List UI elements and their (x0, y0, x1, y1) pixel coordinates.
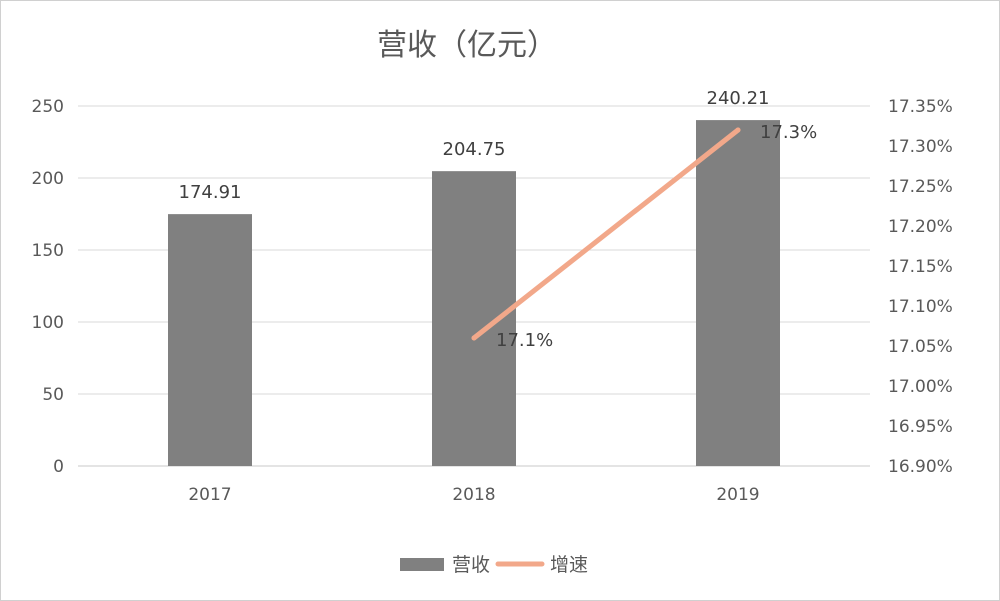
y-left-tick-label: 50 (42, 385, 64, 405)
legend-label: 增速 (550, 554, 588, 576)
y-right-tick-label: 17.10% (888, 297, 953, 317)
y-right-tick-label: 17.30% (888, 137, 953, 157)
x-tick-label: 2019 (716, 485, 759, 505)
line-data-label: 17.3% (760, 122, 817, 143)
bar-data-label: 204.75 (443, 139, 506, 160)
y-left-tick-label: 100 (32, 313, 64, 333)
growth-point (471, 335, 477, 341)
x-tick-label: 2017 (188, 485, 231, 505)
bar (432, 171, 516, 466)
growth-point (735, 127, 741, 133)
legend-label: 营收 (452, 554, 490, 576)
bar-data-label: 174.91 (179, 182, 242, 203)
y-right-tick-label: 17.00% (888, 377, 953, 397)
y-right-tick-label: 16.95% (888, 417, 953, 437)
y-right-tick-label: 17.35% (888, 97, 953, 117)
x-tick-label: 2018 (452, 485, 495, 505)
y-left-tick-label: 0 (53, 457, 64, 477)
legend-swatch-bar (400, 558, 444, 571)
y-left-tick-label: 200 (32, 169, 64, 189)
bar-data-label: 240.21 (707, 88, 770, 109)
line-data-label: 17.1% (496, 330, 553, 351)
growth-line (471, 127, 741, 341)
y-right-tick-label: 17.05% (888, 337, 953, 357)
y-left-tick-label: 150 (32, 241, 64, 261)
y-right-tick-label: 16.90% (888, 457, 953, 477)
bar (168, 214, 252, 466)
y-right-tick-label: 17.20% (888, 217, 953, 237)
y-right-tick-label: 17.15% (888, 257, 953, 277)
bar (696, 120, 780, 467)
y-right-tick-label: 17.25% (888, 177, 953, 197)
chart-title: 营收（亿元） (377, 28, 557, 63)
y-left-tick-label: 250 (32, 97, 64, 117)
